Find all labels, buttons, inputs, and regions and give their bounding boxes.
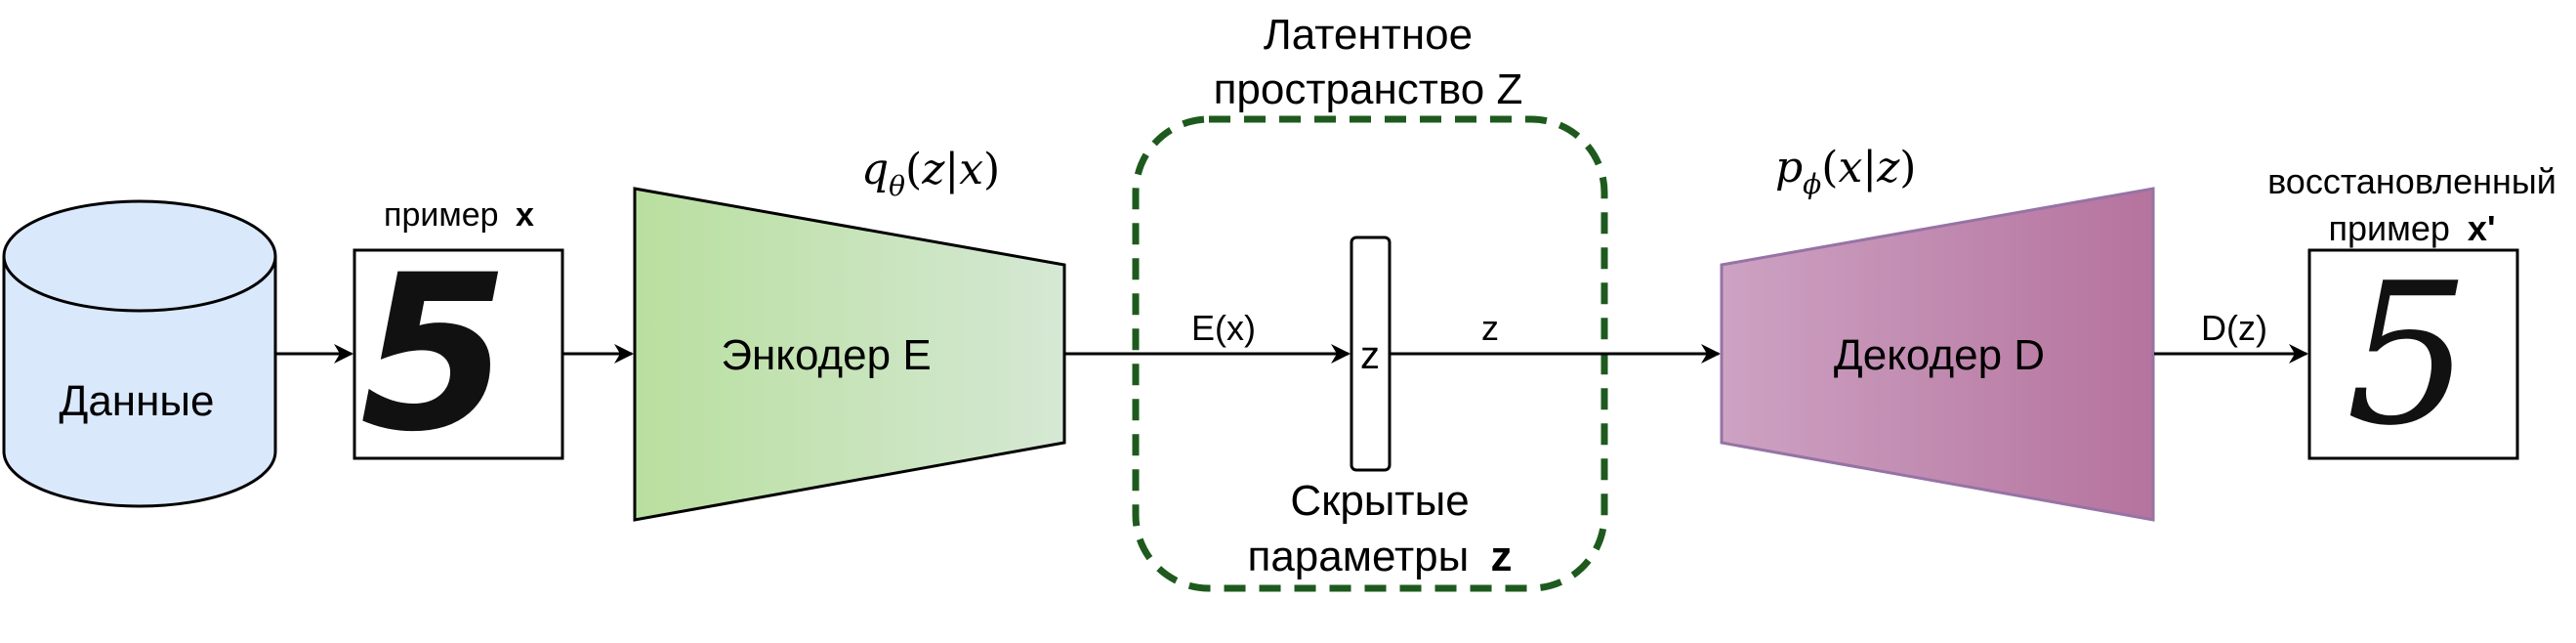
input-sample-image: 5	[353, 229, 564, 479]
output-sample-label-line1: восстановленный	[2267, 161, 2556, 201]
encoder-shape	[633, 187, 1066, 522]
decoder-formula: pϕ(x|z)	[1775, 143, 1916, 200]
hidden-params-var: z	[1490, 533, 1512, 580]
input-sample-label: пример x	[384, 196, 534, 234]
data-store-body	[2, 256, 277, 508]
decoder: Декодер D	[1720, 187, 2155, 522]
latent-space-title-line1: Латентное	[1264, 11, 1473, 59]
decoder-output-label: D(z)	[2201, 308, 2267, 348]
latent-node: z	[1350, 236, 1392, 472]
data-store: Данные	[2, 199, 277, 508]
latent-output-label: z	[1481, 308, 1499, 348]
output-digit: 5	[2346, 241, 2470, 469]
decoder-shape	[1720, 187, 2155, 522]
decoder-label: Декодер D	[1834, 331, 2045, 379]
hidden-params-line2: параметры z	[1248, 533, 1513, 580]
encoder-label: Энкодер E	[721, 331, 931, 379]
output-sample-label-line2: пример x'	[2328, 208, 2495, 248]
output-sample-image: 5	[2307, 241, 2519, 469]
data-store-top	[2, 199, 277, 313]
hidden-params-prefix: параметры	[1248, 533, 1470, 580]
output-sample-var: x'	[2468, 208, 2496, 248]
encoder-formula: qθ(z|x)	[861, 145, 1000, 202]
latent-node-label: z	[1360, 334, 1380, 377]
output-sample-prefix: пример	[2328, 208, 2449, 248]
data-store-label: Данные	[60, 377, 215, 425]
input-sample-prefix: пример	[384, 196, 499, 234]
input-sample-var: x	[516, 196, 534, 234]
encoder-output-label: E(x)	[1191, 308, 1256, 348]
input-digit: 5	[359, 229, 509, 479]
encoder: Энкодер E	[633, 187, 1066, 522]
latent-space-title-line2: пространство Z	[1214, 65, 1523, 113]
hidden-params-line1: Скрытые	[1290, 477, 1469, 525]
